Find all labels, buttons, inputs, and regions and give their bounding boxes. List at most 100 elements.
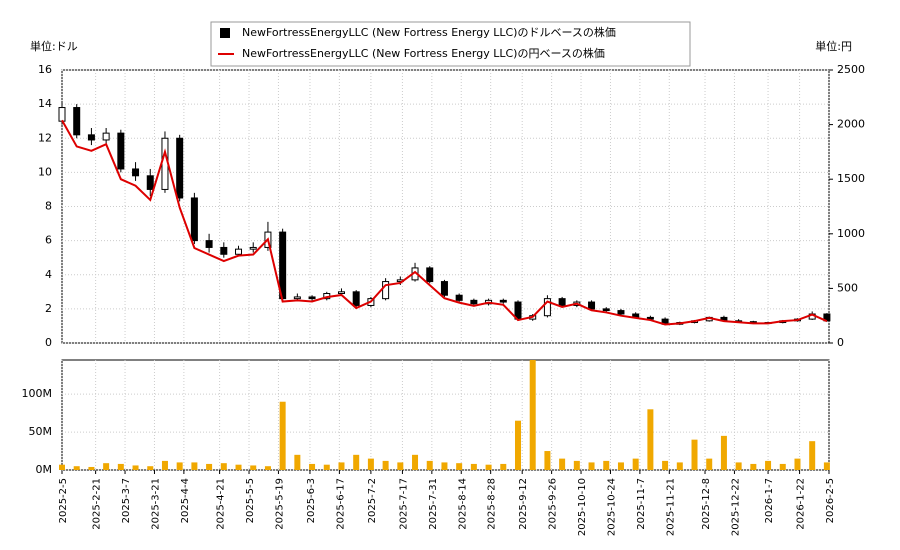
volume-bar	[220, 463, 227, 470]
volume-bar	[456, 463, 463, 470]
candle-body	[235, 248, 243, 255]
y-tick-label: 14	[38, 97, 52, 110]
volume-bar	[794, 458, 801, 470]
y-tick-label: 6	[45, 234, 52, 247]
volume-bar	[338, 462, 345, 470]
x-tick-label: 2025-2-5	[58, 478, 69, 523]
volume-bar	[779, 463, 786, 470]
x-tick-label: 2025-11-7	[636, 478, 647, 530]
volume-bar	[485, 464, 492, 470]
volume-bar	[441, 462, 448, 470]
y-tick-label: 12	[38, 131, 52, 144]
x-tick-label: 2025-7-31	[428, 478, 439, 530]
volume-bar	[765, 460, 772, 470]
volume-bar	[412, 454, 419, 470]
volume-bar	[720, 435, 727, 470]
candle-body	[87, 134, 95, 141]
volume-bar	[73, 466, 80, 470]
x-tick-label: 2025-8-28	[487, 478, 498, 530]
candle-body	[440, 281, 448, 296]
candle-body	[58, 107, 66, 122]
y2-tick-label: 0	[837, 336, 844, 349]
volume-bar	[264, 466, 271, 470]
volume-bar	[559, 458, 566, 470]
x-tick-label: 2025-7-17	[398, 478, 409, 530]
volume-bar	[323, 464, 330, 470]
legend-label: NewFortressEnergyLLC (New Fortress Energ…	[242, 46, 605, 60]
candle-body	[470, 299, 478, 305]
candle-body	[293, 296, 301, 300]
volume-bar	[206, 463, 213, 470]
x-tick-label: 2025-10-10	[577, 478, 588, 536]
volume-frame	[61, 359, 830, 471]
volume-bar	[735, 462, 742, 470]
y-tick-label: 100M	[22, 387, 53, 400]
y2-tick-label: 1500	[837, 172, 865, 185]
volume-bar	[382, 460, 389, 470]
y-tick-label: 0M	[36, 463, 53, 476]
x-tick-label: 2025-3-7	[121, 478, 132, 523]
candle-body	[117, 132, 125, 170]
y2-tick-label: 500	[837, 281, 858, 294]
volume-bar	[750, 463, 757, 470]
candle-body	[602, 308, 610, 312]
volume-bar	[161, 460, 168, 470]
volume-bar	[103, 463, 110, 470]
candle-body	[426, 267, 434, 283]
x-tick-label: 2025-12-8	[701, 478, 712, 530]
volume-bar	[514, 420, 521, 470]
volume-bar	[470, 463, 477, 470]
volume-bar	[676, 462, 683, 470]
candle-body	[205, 240, 213, 248]
x-tick-label: 2026-1-7	[764, 478, 775, 523]
x-tick-label: 2025-9-26	[548, 478, 559, 530]
volume-bar	[632, 458, 639, 470]
candle-body	[220, 246, 228, 255]
volume-bar	[176, 462, 183, 470]
candle-body	[190, 197, 198, 242]
candle-body	[455, 294, 463, 301]
legend	[210, 21, 691, 67]
candle-body	[146, 175, 154, 190]
y-tick-label: 50M	[29, 425, 53, 438]
volume-bar	[529, 360, 536, 470]
y2-tick-label: 2500	[837, 63, 865, 76]
volume-bar	[191, 462, 198, 470]
volume-bar	[353, 454, 360, 470]
x-tick-label: 2025-6-3	[306, 478, 317, 523]
volume-bar	[647, 409, 654, 470]
x-tick-label: 2025-5-19	[274, 478, 285, 530]
candle-body	[308, 296, 316, 300]
candle-body	[617, 310, 625, 315]
volume-bar	[235, 464, 242, 470]
candle-body	[102, 132, 110, 141]
volume-bar	[250, 465, 257, 470]
volume-bar	[603, 460, 610, 470]
x-tick-label: 2025-8-14	[457, 478, 468, 530]
x-tick-label: 2025-4-4	[180, 478, 191, 523]
x-tick-label: 2026-1-22	[796, 478, 807, 530]
volume-bar	[147, 466, 154, 470]
x-tick-label: 2025-3-21	[150, 478, 161, 530]
yen-line	[61, 119, 828, 326]
y-tick-label: 8	[45, 200, 52, 213]
x-tick-label: 2025-2-21	[92, 478, 103, 530]
y-tick-label: 2	[45, 302, 52, 315]
volume-bar	[544, 451, 551, 470]
candle-body	[73, 107, 81, 136]
volume-bar	[367, 458, 374, 470]
volume-bar	[426, 460, 433, 470]
x-tick-label: 2025-12-22	[730, 478, 741, 536]
x-tick-label: 2025-7-2	[367, 478, 378, 523]
volume-bar	[617, 462, 624, 470]
volume-bar	[588, 462, 595, 470]
y2-tick-label: 2000	[837, 118, 865, 131]
volume-bar	[59, 464, 65, 470]
candle-body	[558, 298, 566, 306]
x-tick-label: 2025-9-12	[518, 478, 529, 530]
left-unit: 単位:ドル	[30, 39, 78, 53]
right-unit: 単位:円	[815, 39, 852, 53]
volume-bar	[88, 466, 95, 470]
legend-swatch	[220, 28, 230, 38]
candle-body	[588, 301, 596, 310]
